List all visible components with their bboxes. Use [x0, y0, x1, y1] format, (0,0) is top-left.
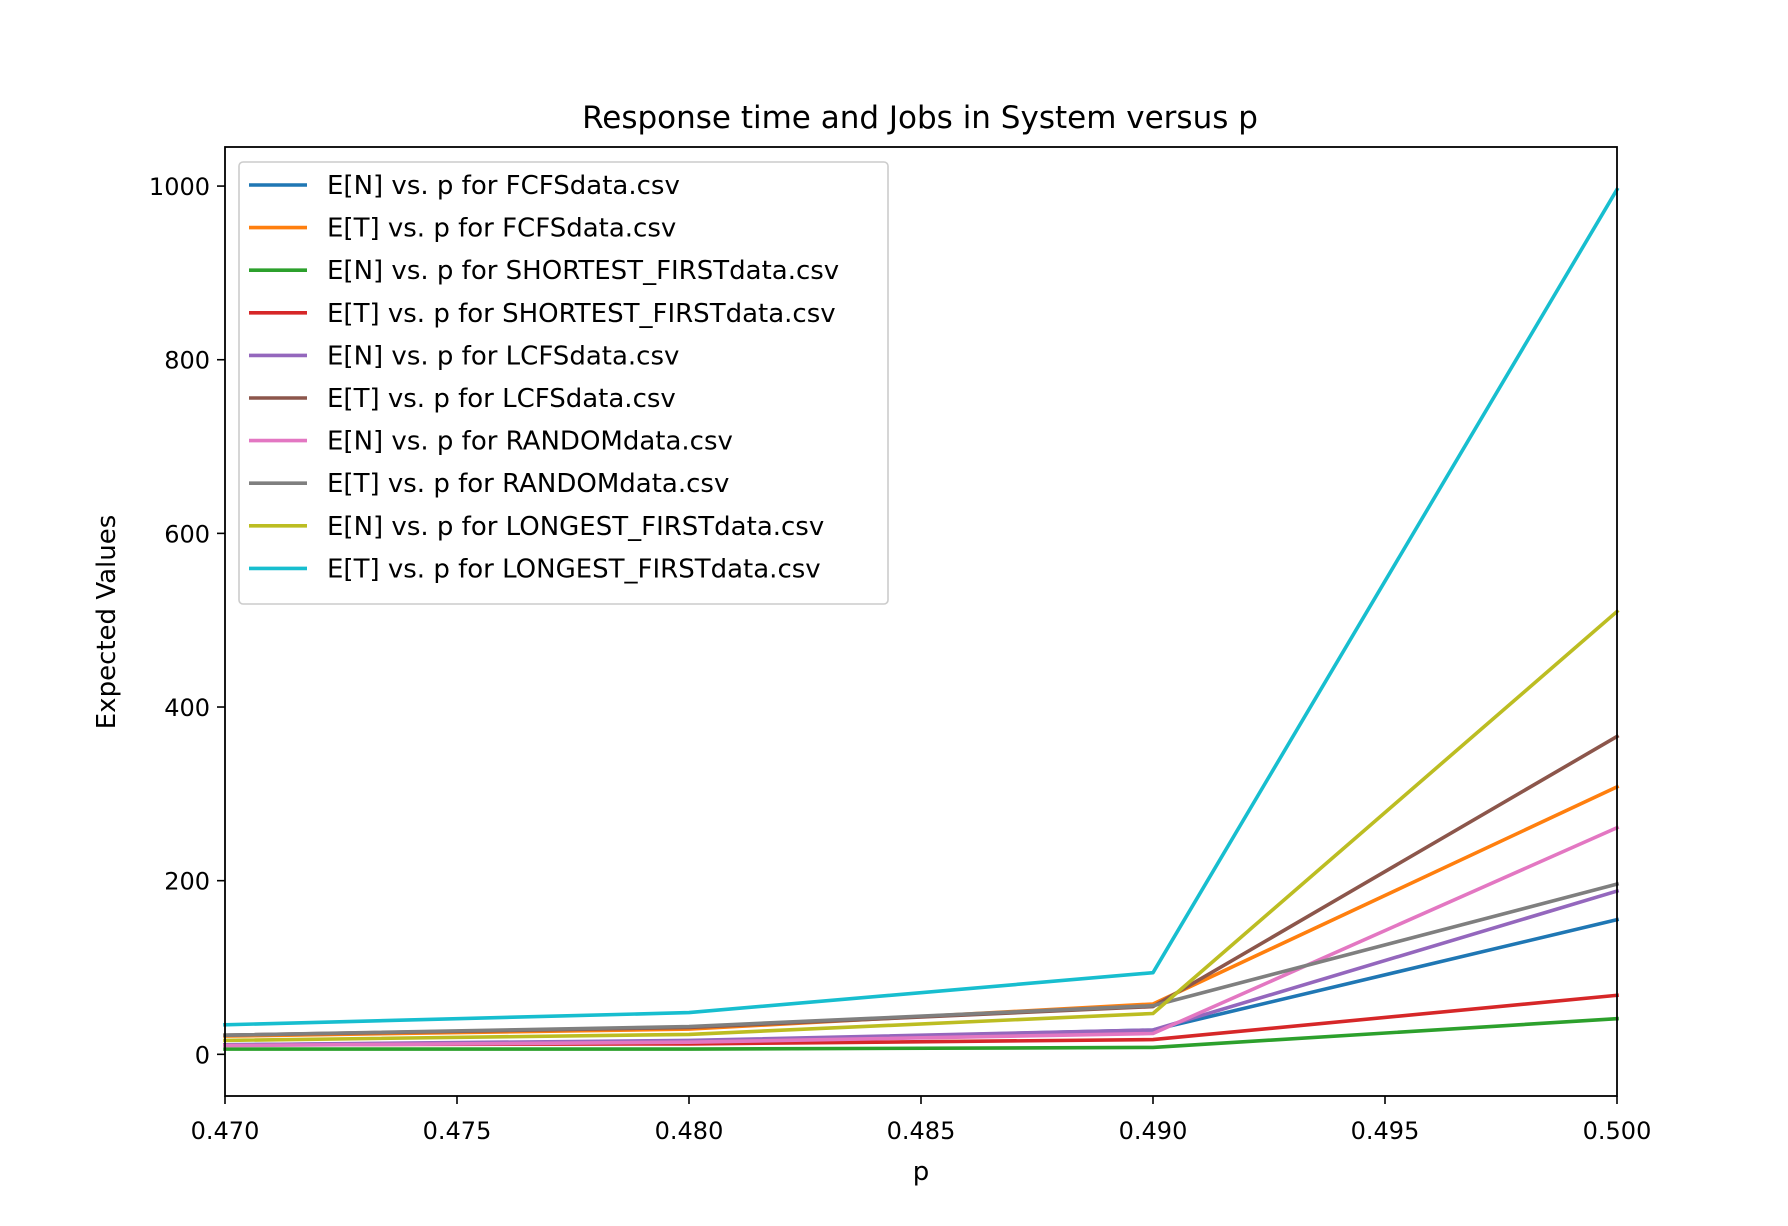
legend-label: E[T] vs. p for SHORTEST_FIRSTdata.csv [327, 299, 836, 329]
series-line-3 [223, 1016, 1619, 1051]
legend-label: E[T] vs. p for RANDOMdata.csv [327, 469, 729, 499]
series-line-9 [223, 608, 1620, 1043]
y-axis: 0 200 400 600 800 1000 [149, 173, 225, 1069]
legend-label: E[N] vs. p for FCFSdata.csv [327, 171, 680, 201]
chart-title: Response time and Jobs in System versus … [582, 100, 1258, 136]
y-tick-label: 600 [164, 520, 210, 548]
legend-box [238, 161, 889, 605]
y-tick-label: 800 [164, 347, 210, 375]
x-tick-label: 0.495 [1351, 1117, 1420, 1145]
x-tick-label: 0.490 [1119, 1117, 1188, 1145]
x-axis-label: p [913, 1157, 930, 1187]
x-tick-label: 0.500 [1583, 1117, 1652, 1145]
legend-label: E[T] vs. p for LONGEST_FIRSTdata.csv [327, 554, 821, 584]
x-tick-label: 0.480 [655, 1117, 724, 1145]
legend-label: E[T] vs. p for FCFSdata.csv [327, 214, 676, 244]
series-layer [223, 187, 1620, 1051]
legend: E[N] vs. p for FCFSdata.csv E[T] vs. p fo… [238, 161, 889, 605]
y-tick-label: 400 [164, 694, 210, 722]
legend-label: E[N] vs. p for LONGEST_FIRSTdata.csv [327, 512, 824, 542]
x-axis: 0.470 0.475 0.480 0.485 0.490 0.495 0.500 [191, 1096, 1652, 1145]
y-tick-label: 1000 [149, 173, 210, 201]
legend-label: E[N] vs. p for LCFSdata.csv [327, 341, 679, 371]
y-tick-label: 200 [164, 868, 210, 896]
y-tick-label: 0 [195, 1041, 210, 1069]
x-tick-label: 0.470 [191, 1117, 260, 1145]
legend-label: E[T] vs. p for LCFSdata.csv [327, 384, 676, 414]
x-tick-label: 0.485 [887, 1117, 956, 1145]
x-tick-label: 0.475 [423, 1117, 492, 1145]
legend-label: E[N] vs. p for RANDOMdata.csv [327, 427, 733, 457]
series-line-10 [223, 187, 1620, 1027]
series-line-7 [223, 825, 1620, 1048]
y-axis-label: Expected Values [92, 515, 122, 730]
legend-label: E[N] vs. p for SHORTEST_FIRSTdata.csv [327, 256, 839, 286]
series-line-8 [223, 881, 1620, 1038]
